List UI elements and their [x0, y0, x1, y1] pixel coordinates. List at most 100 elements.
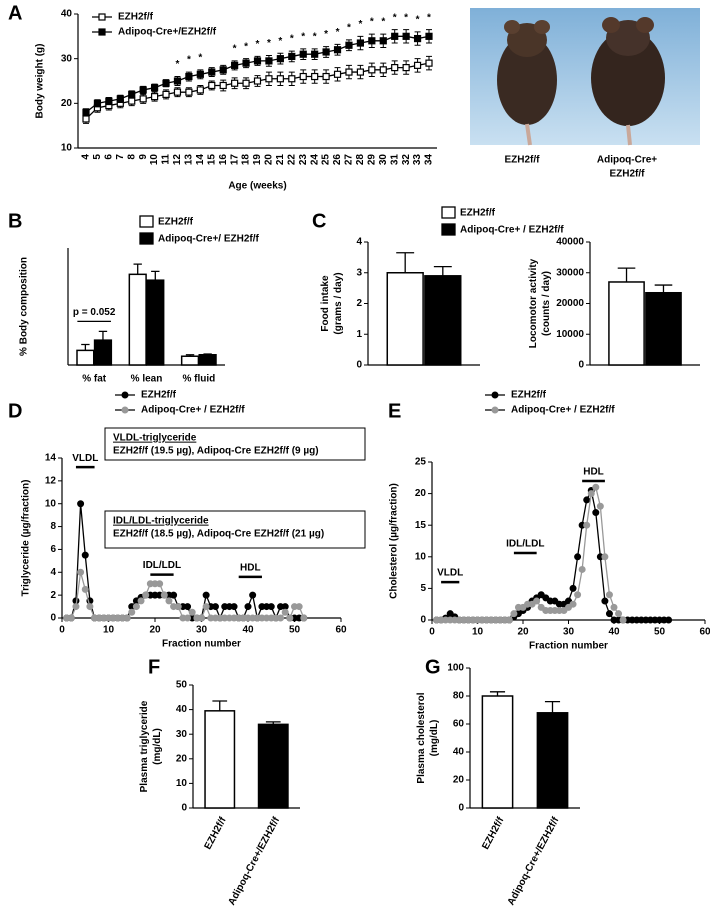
point — [311, 72, 319, 81]
x-tick-label: 31 — [389, 154, 400, 166]
y-tick-label: 6 — [50, 544, 56, 555]
y-tick-label: 1 — [356, 329, 362, 340]
y-tick-label: 3 — [356, 267, 362, 278]
y-axis-label: Food intake — [320, 275, 331, 332]
point — [196, 86, 204, 94]
point — [184, 614, 192, 622]
y-tick-label: 4 — [50, 567, 56, 578]
point — [174, 603, 182, 611]
x-tick-label: 5 — [92, 154, 103, 160]
x-tick-label: 50 — [654, 627, 666, 638]
point — [300, 614, 308, 622]
x-tick-label: 30 — [378, 154, 389, 166]
y-tick-label: 10 — [415, 551, 427, 562]
point — [139, 95, 147, 103]
point — [173, 77, 182, 85]
point — [82, 115, 90, 123]
region-label: VLDL — [437, 568, 463, 579]
y-tick-label: 10 — [61, 143, 73, 154]
panel-letter: G — [425, 656, 441, 678]
y-tick-label: 4 — [356, 237, 362, 248]
point — [299, 72, 307, 81]
y-tick-label: 12 — [45, 475, 57, 486]
point — [242, 79, 250, 87]
panel-letter: D — [8, 400, 22, 422]
point — [345, 68, 353, 76]
point — [286, 614, 294, 622]
info-box-title: VLDL-triglyceride — [113, 433, 197, 444]
legend-marker — [98, 13, 106, 21]
legend-label: Adipoq-Cre+ / EZH2f/f — [141, 405, 245, 416]
point — [311, 50, 319, 58]
y-tick-label: 2 — [50, 590, 56, 601]
point — [413, 34, 422, 43]
info-box-text: EZH2f/f (18.5 µg), Adipoq-Cre EZH2f/f (2… — [113, 529, 324, 540]
y-tick-label: 40000 — [556, 237, 584, 248]
y-tick-label: 30000 — [556, 267, 584, 278]
point — [276, 75, 284, 83]
point — [379, 66, 387, 74]
point — [569, 600, 577, 608]
error-bar — [185, 354, 195, 357]
x-tick-label: 9 — [138, 154, 149, 160]
point — [86, 603, 94, 611]
x-tick-label: 0 — [429, 627, 435, 638]
x-tick-label: 8 — [126, 154, 137, 160]
point — [132, 603, 140, 611]
x-tick-label: 40 — [242, 625, 254, 636]
legend-label: Adipoq-Cre+/EZH2f/f — [118, 27, 217, 38]
significance-mark: * — [198, 52, 202, 63]
legend-swatch — [441, 223, 456, 236]
y-tick-label: 20000 — [556, 298, 584, 309]
point — [253, 57, 262, 65]
error-bar — [133, 263, 142, 275]
point — [165, 597, 173, 605]
point — [123, 614, 131, 622]
x-tick-label: 11 — [161, 154, 172, 165]
point — [288, 75, 296, 83]
x-tick-label: 30 — [563, 627, 575, 638]
series-line — [85, 62, 430, 120]
x-tick-label: 4 — [81, 154, 92, 160]
y-tick-label: 20 — [453, 775, 465, 786]
point — [151, 84, 159, 92]
photo-label: Adipoq-Cre+ — [597, 155, 657, 166]
y-axis-label: (grams / day) — [333, 272, 344, 334]
point — [142, 591, 150, 599]
legend-label: EZH2f/f — [460, 208, 496, 219]
x-tick-label: EZH2f/f — [480, 815, 506, 852]
significance-mark: * — [393, 12, 397, 23]
point — [188, 608, 196, 616]
point — [578, 565, 586, 573]
point — [605, 591, 613, 599]
bar — [257, 723, 289, 809]
y-tick-label: 14 — [45, 453, 57, 464]
error-bar — [544, 700, 561, 713]
legend-label: EZH2f/f — [118, 12, 154, 23]
point — [208, 81, 216, 90]
y-tick-label: 40 — [453, 747, 465, 758]
bar — [128, 273, 147, 366]
point — [379, 37, 387, 45]
error-bar — [212, 700, 228, 711]
y-tick-label: 40 — [176, 704, 188, 715]
point — [202, 591, 210, 599]
point — [610, 603, 618, 611]
x-tick-label: 28 — [355, 154, 366, 166]
point — [583, 496, 591, 504]
point — [510, 610, 518, 618]
x-tick-label: 6 — [104, 154, 115, 160]
point — [128, 97, 136, 105]
x-tick-label: 16 — [218, 154, 229, 166]
x-tick-label: 60 — [335, 625, 347, 636]
point — [211, 603, 219, 611]
bar — [180, 355, 200, 366]
error-bar — [151, 270, 160, 281]
x-tick-label: 30 — [196, 625, 208, 636]
bar — [386, 272, 424, 366]
significance-mark: * — [233, 44, 237, 55]
point — [219, 81, 227, 90]
point — [82, 108, 90, 116]
point — [208, 68, 216, 76]
y-tick-label: 20 — [415, 488, 427, 499]
